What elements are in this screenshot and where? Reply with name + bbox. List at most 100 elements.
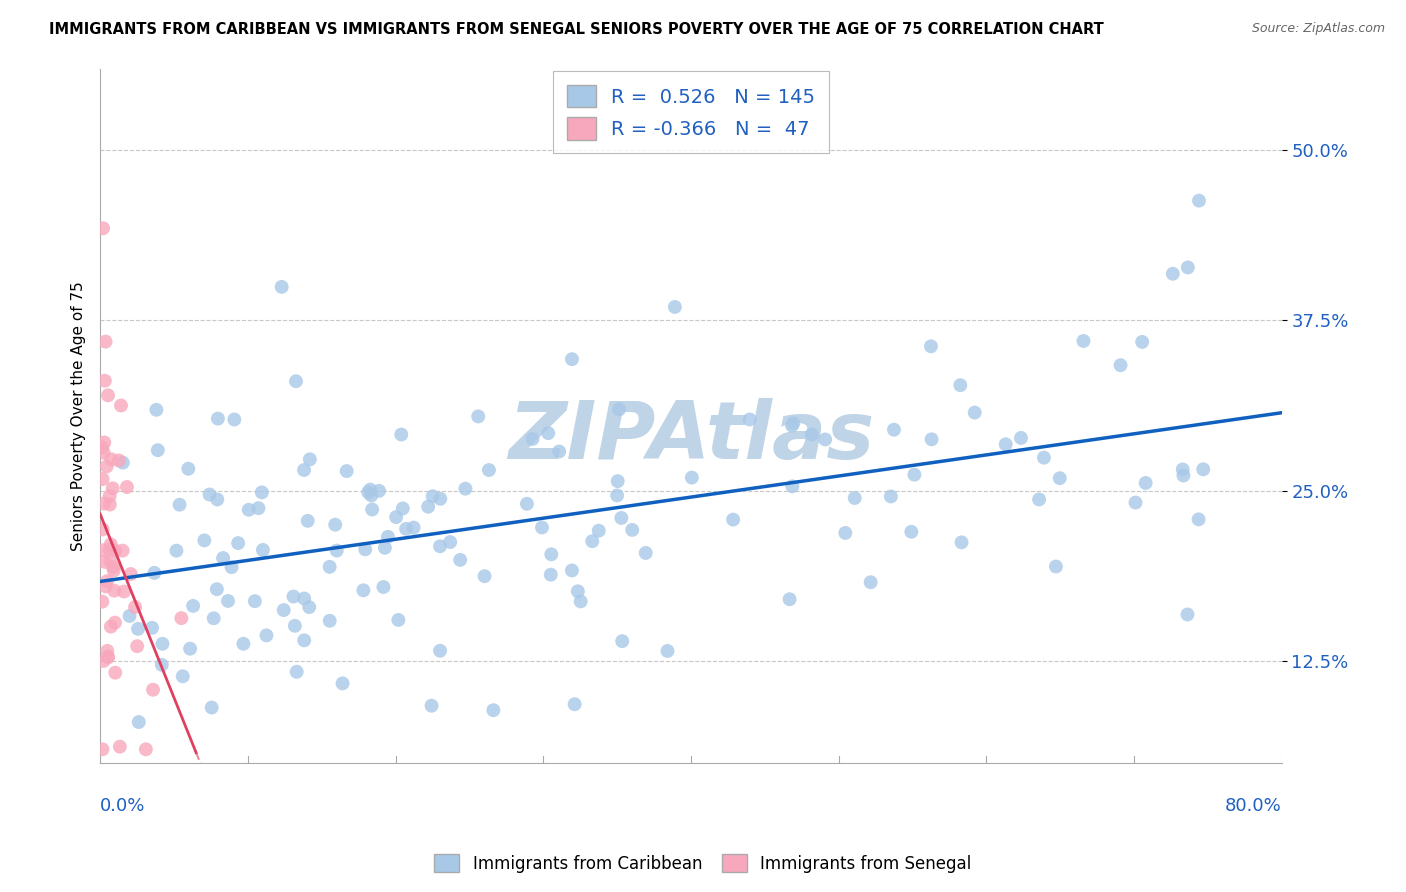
Point <box>111 456 134 470</box>
Point <box>429 539 451 553</box>
Point <box>96 644 118 658</box>
Point <box>1171 462 1194 476</box>
Point <box>621 523 644 537</box>
Point <box>111 543 134 558</box>
Point <box>165 543 187 558</box>
Point <box>98 489 121 503</box>
Point <box>97 649 120 664</box>
Point <box>98 542 121 557</box>
Point <box>143 566 166 580</box>
Point <box>454 482 477 496</box>
Point <box>482 703 505 717</box>
Point <box>128 714 150 729</box>
Point <box>389 427 412 442</box>
Point <box>94 334 117 349</box>
Point <box>104 665 127 680</box>
Point <box>548 444 571 458</box>
Point <box>292 463 315 477</box>
Point <box>332 676 354 690</box>
Point <box>420 698 443 713</box>
Point <box>98 498 121 512</box>
Point <box>449 553 471 567</box>
Point <box>387 613 409 627</box>
Point <box>377 530 399 544</box>
Point <box>612 634 634 648</box>
Point <box>567 584 589 599</box>
Point <box>292 633 315 648</box>
Point <box>115 480 138 494</box>
Point <box>202 611 225 625</box>
Point <box>779 592 801 607</box>
Point <box>883 423 905 437</box>
Point <box>1109 358 1132 372</box>
Point <box>96 574 118 588</box>
Point <box>94 579 117 593</box>
Point <box>1187 512 1209 526</box>
Point <box>561 564 583 578</box>
Point <box>100 452 122 467</box>
Text: ZIPAtlas: ZIPAtlas <box>508 398 875 475</box>
Point <box>100 537 122 551</box>
Point <box>91 522 114 536</box>
Point <box>103 563 125 577</box>
Point <box>243 594 266 608</box>
Point <box>97 650 120 665</box>
Point <box>93 446 115 460</box>
Point <box>256 628 278 642</box>
Point <box>1192 462 1215 476</box>
Point <box>247 501 270 516</box>
Point <box>323 517 346 532</box>
Point <box>284 619 307 633</box>
Point <box>270 280 292 294</box>
Point <box>118 609 141 624</box>
Point <box>104 615 127 630</box>
Point <box>352 583 374 598</box>
Point <box>110 399 132 413</box>
Point <box>93 654 115 668</box>
Point <box>298 600 321 615</box>
Point <box>949 378 972 392</box>
Point <box>634 546 657 560</box>
Point <box>207 492 229 507</box>
Point <box>963 406 986 420</box>
Point <box>238 502 260 516</box>
Point <box>212 551 235 566</box>
Point <box>207 411 229 425</box>
Point <box>297 514 319 528</box>
Point <box>108 453 131 467</box>
Point <box>201 700 224 714</box>
Point <box>252 543 274 558</box>
Text: 80.0%: 80.0% <box>1225 797 1282 815</box>
Point <box>606 488 628 502</box>
Point <box>429 491 451 506</box>
Text: 0.0%: 0.0% <box>100 797 145 815</box>
Point <box>319 614 342 628</box>
Point <box>564 697 586 711</box>
Point <box>152 637 174 651</box>
Point <box>844 491 866 505</box>
Point <box>814 433 837 447</box>
Point <box>336 464 359 478</box>
Point <box>93 497 115 511</box>
Point <box>124 599 146 614</box>
Point <box>285 665 308 679</box>
Point <box>226 536 249 550</box>
Point <box>101 560 124 574</box>
Point <box>120 567 142 582</box>
Point <box>1049 471 1071 485</box>
Point <box>181 599 204 613</box>
Point <box>1010 431 1032 445</box>
Point <box>1033 450 1056 465</box>
Point <box>101 481 124 495</box>
Point <box>221 560 243 574</box>
Point <box>1161 267 1184 281</box>
Legend: Immigrants from Caribbean, Immigrants from Senegal: Immigrants from Caribbean, Immigrants fr… <box>427 847 979 880</box>
Point <box>94 374 117 388</box>
Point <box>108 739 131 754</box>
Point <box>1125 495 1147 509</box>
Point <box>373 580 395 594</box>
Point <box>429 644 451 658</box>
Point <box>170 611 193 625</box>
Point <box>97 388 120 402</box>
Point <box>1135 475 1157 490</box>
